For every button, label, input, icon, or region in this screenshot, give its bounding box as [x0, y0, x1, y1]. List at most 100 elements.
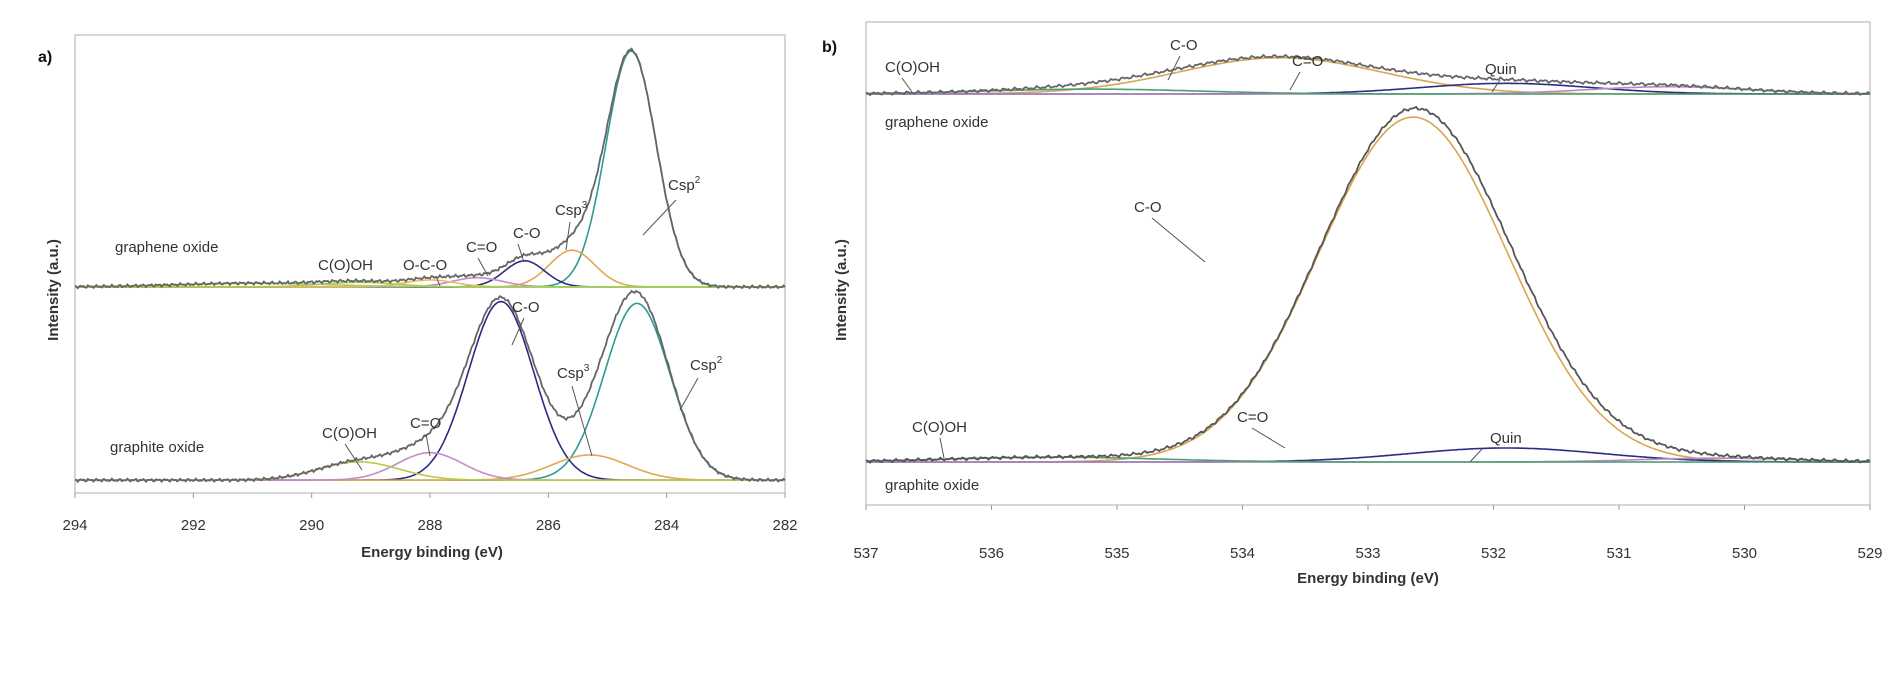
- x-axis-title: Energy binding (eV): [361, 544, 503, 561]
- annotation-text: C-O: [1134, 199, 1162, 216]
- annotation-text: C(O)OH: [322, 425, 377, 442]
- annotation-text: C-O: [512, 299, 540, 316]
- peak-annotation: Csp3: [555, 200, 588, 219]
- measured-envelope: [865, 105, 1871, 464]
- annotation-text: O-C-O: [403, 257, 447, 274]
- x-tick-label: 534: [1230, 545, 1255, 562]
- spectrum-graphite-oxide: [74, 289, 786, 484]
- annotation-text: Quin: [1490, 430, 1522, 447]
- annotation-text: Quin: [1485, 61, 1517, 78]
- peak-annotation: C-O: [1170, 37, 1198, 54]
- annotation-leader-line: [435, 275, 441, 287]
- annotation-leader-line: [511, 317, 525, 346]
- component-peak-C(O)OH: [75, 461, 785, 481]
- sample-label: graphite oxide: [110, 439, 204, 456]
- annotation-superscript: 3: [584, 363, 590, 374]
- x-tick-label: 288: [417, 517, 442, 534]
- peak-annotation: C=O: [1237, 409, 1268, 426]
- peak-annotation: Quin: [1485, 61, 1517, 78]
- annotation-superscript: 2: [717, 355, 723, 366]
- peak-annotation: C=O: [410, 415, 441, 432]
- annotation-text: Csp: [668, 177, 695, 194]
- spectrum-graphene-oxide: [865, 53, 1871, 97]
- annotation-text: Csp: [557, 365, 584, 382]
- annotation-leader-line: [425, 433, 431, 457]
- annotation-text: C(O)OH: [885, 59, 940, 76]
- sample-label: graphene oxide: [885, 114, 988, 131]
- annotation-text: C(O)OH: [912, 419, 967, 436]
- annotation-leader-line: [1469, 448, 1483, 463]
- annotation-text: Csp: [555, 202, 582, 219]
- annotation-text: Csp: [690, 357, 717, 374]
- annotation-text: C=O: [1292, 53, 1323, 70]
- annotation-leader-line: [1167, 55, 1181, 81]
- peak-annotation: Csp3: [557, 363, 590, 382]
- measured-envelope: [865, 53, 1871, 97]
- annotation-leader-line: [1151, 217, 1206, 263]
- annotation-leader-line: [939, 437, 945, 459]
- annotation-text: C-O: [1170, 37, 1198, 54]
- x-tick-label: 290: [299, 517, 324, 534]
- annotation-leader-line: [477, 257, 489, 277]
- x-tick-label: 292: [181, 517, 206, 534]
- panel-label: b): [822, 39, 837, 56]
- measured-envelope: [74, 289, 786, 484]
- annotation-text: C=O: [1237, 409, 1268, 426]
- x-tick-label: 536: [979, 545, 1004, 562]
- annotation-text: C=O: [410, 415, 441, 432]
- x-tick-label: 529: [1857, 545, 1882, 562]
- component-peak-C-O: [866, 116, 1870, 463]
- x-tick-label: 530: [1732, 545, 1757, 562]
- annotation-text: C-O: [513, 225, 541, 242]
- annotation-leader-line: [1491, 79, 1501, 93]
- annotation-superscript: 2: [695, 175, 701, 186]
- annotation-leader-line: [901, 77, 913, 93]
- peak-annotation: C-O: [512, 299, 540, 316]
- x-tick-label: 286: [536, 517, 561, 534]
- spectrum-graphite-oxide: [865, 105, 1871, 464]
- y-axis-title: Intensity (a.u.): [833, 239, 850, 341]
- x-tick-label: 535: [1104, 545, 1129, 562]
- peak-annotation: C(O)OH: [912, 419, 967, 436]
- x-tick-label: 284: [654, 517, 679, 534]
- x-tick-label: 531: [1606, 545, 1631, 562]
- spectrum-graphene-oxide: [74, 47, 786, 290]
- annotation-leader-line: [1251, 427, 1286, 449]
- annotation-leader-line: [571, 385, 593, 457]
- x-tick-label: 537: [853, 545, 878, 562]
- sample-label: graphite oxide: [885, 477, 979, 494]
- x-tick-label: 282: [772, 517, 797, 534]
- annotation-text: C(O)OH: [318, 257, 373, 274]
- peak-annotation: Csp2: [690, 355, 723, 374]
- peak-annotation: C=O: [466, 239, 497, 256]
- peak-annotation: C-O: [1134, 199, 1162, 216]
- peak-annotation: Quin: [1490, 430, 1522, 447]
- annotation-text: C=O: [466, 239, 497, 256]
- x-tick-label: 532: [1481, 545, 1506, 562]
- annotation-leader-line: [679, 377, 699, 411]
- measured-envelope: [74, 47, 786, 290]
- x-tick-label: 294: [62, 517, 87, 534]
- x-axis-title: Energy binding (eV): [1297, 570, 1439, 587]
- sample-label: graphene oxide: [115, 239, 218, 256]
- y-axis-title: Intensity (a.u.): [45, 239, 62, 341]
- annotation-leader-line: [642, 199, 677, 236]
- annotation-leader-line: [565, 221, 571, 251]
- annotation-superscript: 3: [582, 200, 588, 211]
- peak-annotation: C(O)OH: [318, 257, 373, 274]
- annotation-leader-line: [344, 443, 363, 471]
- panel-a-c1s-spectrum: a) Energy binding (eV) Intensity (a.u.) …: [38, 34, 798, 561]
- peak-annotation: O-C-O: [403, 257, 447, 274]
- peak-annotation: C-O: [513, 225, 541, 242]
- x-tick-label: 533: [1355, 545, 1380, 562]
- panel-label: a): [38, 49, 52, 66]
- annotation-leader-line: [517, 243, 525, 263]
- peak-annotation: C(O)OH: [322, 425, 377, 442]
- peak-annotation: C=O: [1292, 53, 1323, 70]
- peak-annotation: Csp2: [668, 175, 701, 194]
- component-peak-C(O)OH: [865, 88, 1870, 95]
- panel-b-o1s-spectrum: b) Energy binding (eV) Intensity (a.u.) …: [822, 21, 1883, 587]
- peak-annotation: C(O)OH: [885, 59, 940, 76]
- annotation-leader-line: [1289, 71, 1301, 91]
